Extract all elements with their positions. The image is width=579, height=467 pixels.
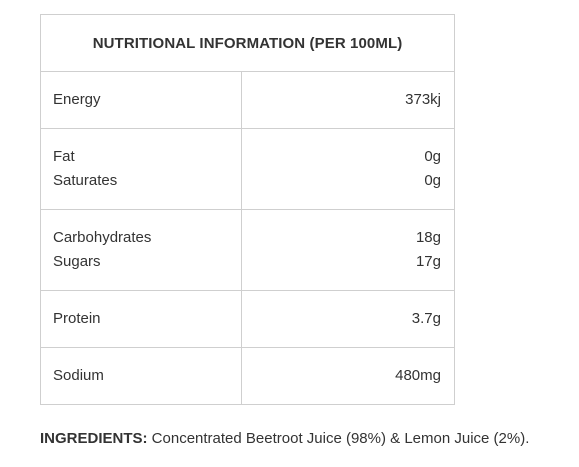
ingredients-statement: INGREDIENTS: Concentrated Beetroot Juice… [40, 430, 529, 447]
table-row-carbohydrates: Carbohydrates Sugars 18g 17g [39, 209, 455, 291]
table-title: NUTRITIONAL INFORMATION (PER 100ML) [40, 14, 455, 72]
table-row-protein: Protein 3.7g [39, 290, 455, 348]
nutrient-value-protein: 3.7g [411, 310, 441, 327]
nutrient-value-cell: 373kj [241, 71, 455, 129]
nutrient-value-cell: 18g 17g [241, 209, 455, 291]
ingredients-label: INGREDIENTS: [40, 430, 148, 447]
nutrient-label-protein: Protein [53, 310, 101, 327]
nutrient-value-cell: 480mg [241, 347, 455, 405]
nutrient-label-saturates: Saturates [53, 172, 118, 189]
nutrient-value-fat: 0g [424, 148, 441, 165]
nutrient-label-carbohydrates: Carbohydrates [53, 229, 152, 246]
nutrient-value-cell: 3.7g [241, 290, 455, 348]
nutrient-value-sugars: 17g [415, 253, 441, 270]
nutrient-label-cell: Energy [39, 71, 243, 129]
table-header-row: NUTRITIONAL INFORMATION (PER 100ML) [40, 14, 455, 72]
nutrient-value-carbohydrates: 18g [415, 229, 441, 246]
ingredients-text: Concentrated Beetroot Juice (98%) & Lemo… [147, 430, 530, 447]
nutrient-value-sodium: 480mg [395, 367, 441, 384]
nutrient-label-cell: Fat Saturates [39, 128, 243, 210]
nutrient-value-cell: 0g 0g [241, 128, 455, 210]
nutrient-label-sugars: Sugars [53, 253, 101, 270]
nutrient-label-cell: Protein [39, 290, 243, 348]
nutrient-value-energy: 373kj [405, 91, 441, 108]
nutrition-table: NUTRITIONAL INFORMATION (PER 100ML) Ener… [39, 14, 455, 405]
table-row-energy: Energy 373kj [39, 71, 455, 129]
table-row-sodium: Sodium 480mg [39, 347, 455, 405]
nutrient-label-fat: Fat [53, 148, 75, 165]
nutrient-value-saturates: 0g [424, 172, 441, 189]
table-row-fat: Fat Saturates 0g 0g [39, 128, 455, 210]
nutrient-label-cell: Sodium [39, 347, 243, 405]
nutrient-label-sodium: Sodium [53, 367, 104, 384]
nutrient-label-energy: Energy [53, 91, 101, 108]
nutrient-label-cell: Carbohydrates Sugars [39, 209, 243, 291]
